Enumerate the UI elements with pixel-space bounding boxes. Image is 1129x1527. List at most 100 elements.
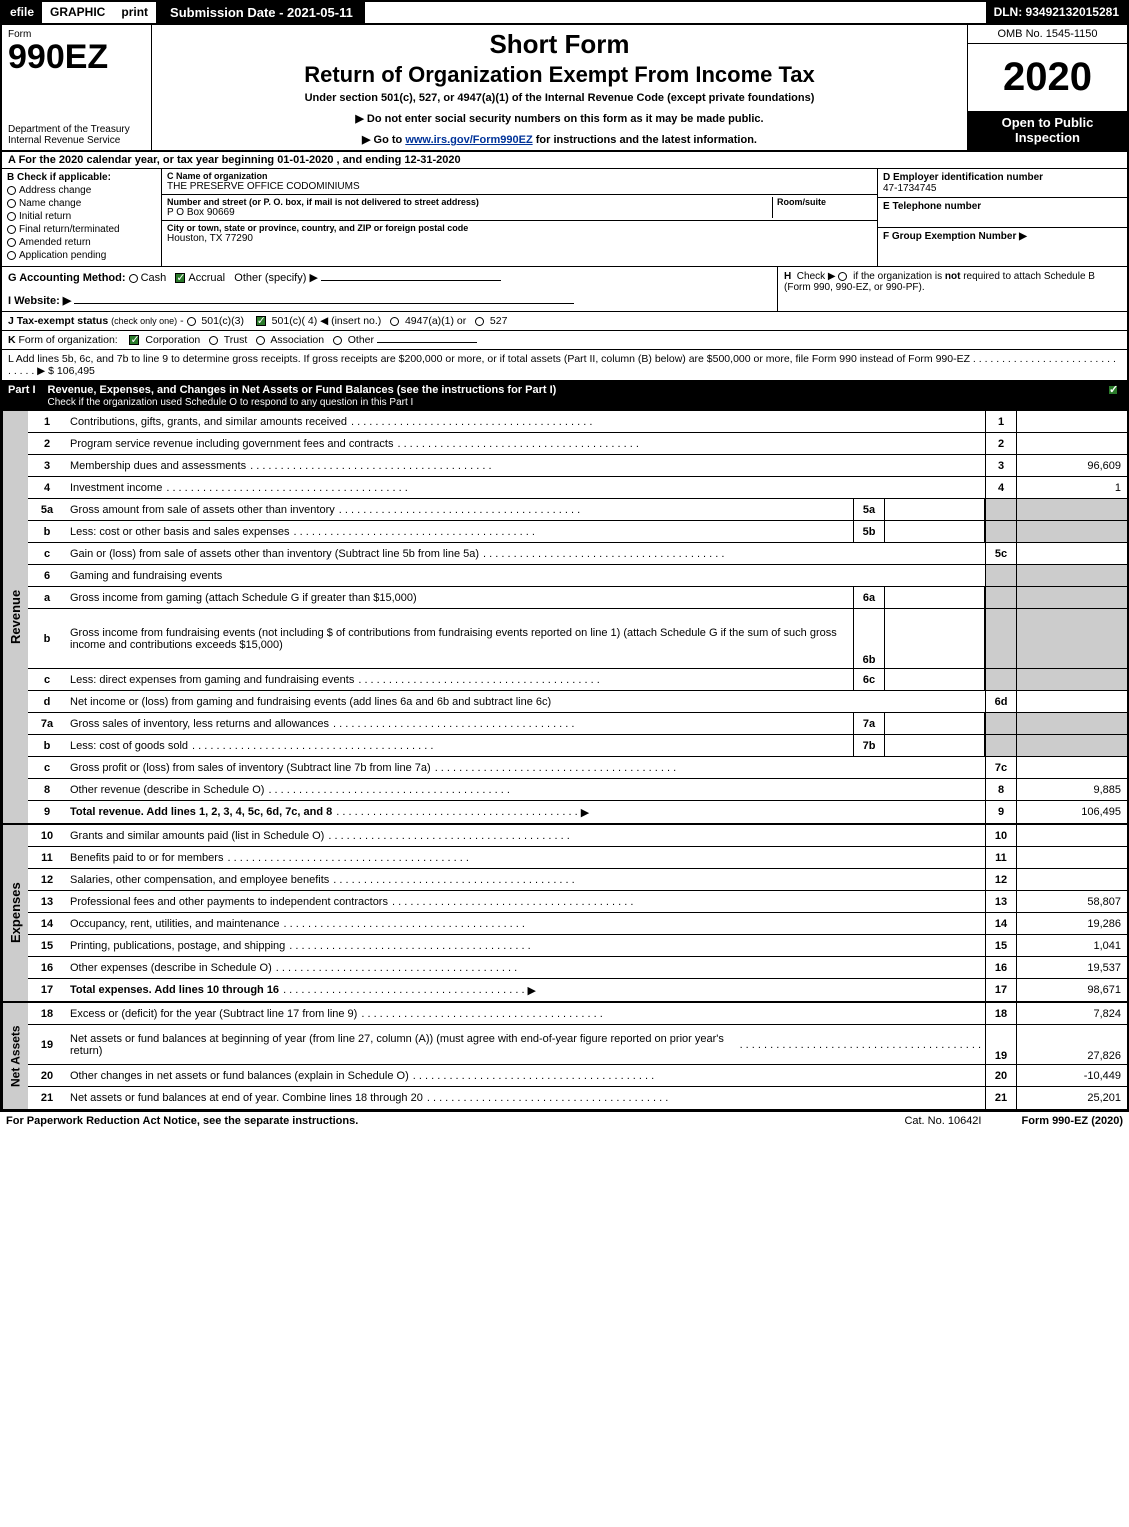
line-6: 6 Gaming and fundraising events <box>28 565 1127 587</box>
line-6a: a Gross income from gaming (attach Sched… <box>28 587 1127 609</box>
chk-initial-return[interactable]: Initial return <box>7 211 156 222</box>
return-title: Return of Organization Exempt From Incom… <box>162 62 957 88</box>
row-gh: G Accounting Method: Cash Accrual Other … <box>0 267 1129 312</box>
g-other: Other (specify) ▶ <box>234 272 318 284</box>
f-group-row: F Group Exemption Number ▶ <box>878 228 1127 245</box>
line-11: 11 Benefits paid to or for members 11 <box>28 847 1127 869</box>
line-4: 4 Investment income 4 1 <box>28 477 1127 499</box>
info-grid: B Check if applicable: Address change Na… <box>0 169 1129 267</box>
line-6c: c Less: direct expenses from gaming and … <box>28 669 1127 691</box>
chk-address-change[interactable]: Address change <box>7 185 156 196</box>
line-10: 10 Grants and similar amounts paid (list… <box>28 825 1127 847</box>
circle-icon[interactable] <box>475 317 484 326</box>
circle-icon[interactable] <box>333 336 342 345</box>
dept-line1: Department of the Treasury <box>8 124 145 135</box>
row-j: J Tax-exempt status (check only one) - 5… <box>0 312 1129 331</box>
line-3: 3 Membership dues and assessments 3 96,6… <box>28 455 1127 477</box>
chk-amended-return[interactable]: Amended return <box>7 237 156 248</box>
org-name-row: C Name of organization THE PRESERVE OFFI… <box>162 169 877 195</box>
checkbox-501c4[interactable] <box>256 316 266 326</box>
line-12: 12 Salaries, other compensation, and emp… <box>28 869 1127 891</box>
g-cash: Cash <box>141 272 167 284</box>
part-title: Revenue, Expenses, and Changes in Net As… <box>48 384 1093 408</box>
e-label: E Telephone number <box>883 201 1122 212</box>
netassets-lines: 18 Excess or (deficit) for the year (Sub… <box>28 1003 1127 1109</box>
line-8: 8 Other revenue (describe in Schedule O)… <box>28 779 1127 801</box>
line-6d: d Net income or (loss) from gaming and f… <box>28 691 1127 713</box>
graphic-label: GRAPHIC <box>42 2 113 23</box>
circle-icon[interactable] <box>129 274 138 283</box>
part-label: Part I <box>8 384 36 408</box>
c-name-label: C Name of organization <box>167 171 872 181</box>
b-title: B Check if applicable: <box>7 172 156 183</box>
short-form-title: Short Form <box>162 29 957 60</box>
d-ein-row: D Employer identification number 47-1734… <box>878 169 1127 198</box>
circle-icon[interactable] <box>390 317 399 326</box>
form-header: Form 990EZ Department of the Treasury In… <box>0 25 1129 152</box>
chk-final-return[interactable]: Final return/terminated <box>7 224 156 235</box>
circle-icon[interactable] <box>838 272 847 281</box>
org-city-row: City or town, state or province, country… <box>162 221 877 246</box>
cat-number: Cat. No. 10642I <box>904 1115 981 1127</box>
header-right: OMB No. 1545-1150 2020 Open to Public In… <box>967 25 1127 150</box>
row-k: K Form of organization: Corporation Trus… <box>0 331 1129 350</box>
line-14: 14 Occupancy, rent, utilities, and maint… <box>28 913 1127 935</box>
line-5a: 5a Gross amount from sale of assets othe… <box>28 499 1127 521</box>
note-link: ▶ Go to www.irs.gov/Form990EZ for instru… <box>162 133 957 146</box>
chk-name-change[interactable]: Name change <box>7 198 156 209</box>
omb-number: OMB No. 1545-1150 <box>968 25 1127 44</box>
circle-icon <box>7 251 16 260</box>
irs-link[interactable]: www.irs.gov/Form990EZ <box>405 134 532 146</box>
checkbox-schedule-o[interactable] <box>1108 385 1118 395</box>
paperwork-notice: For Paperwork Reduction Act Notice, see … <box>6 1115 358 1127</box>
circle-icon[interactable] <box>187 317 196 326</box>
circle-icon[interactable] <box>256 336 265 345</box>
f-label: F Group Exemption Number ▶ <box>883 231 1122 242</box>
page-footer: For Paperwork Reduction Act Notice, see … <box>0 1111 1129 1130</box>
revenue-lines: 1 Contributions, gifts, grants, and simi… <box>28 411 1127 823</box>
checkbox-corporation[interactable] <box>129 335 139 345</box>
line-18: 18 Excess or (deficit) for the year (Sub… <box>28 1003 1127 1025</box>
row-l: L Add lines 5b, 6c, and 7b to line 9 to … <box>0 350 1129 381</box>
open-to-public: Open to Public Inspection <box>968 111 1127 150</box>
circle-icon <box>7 225 16 234</box>
tax-year: 2020 <box>968 44 1127 111</box>
checkbox-accrual[interactable] <box>175 273 185 283</box>
part-i-header: Part I Revenue, Expenses, and Changes in… <box>0 381 1129 411</box>
line-15: 15 Printing, publications, postage, and … <box>28 935 1127 957</box>
header-left: Form 990EZ Department of the Treasury In… <box>2 25 152 150</box>
under-section: Under section 501(c), 527, or 4947(a)(1)… <box>162 92 957 104</box>
side-expenses: Expenses <box>2 825 28 1001</box>
org-addr-row: Number and street (or P. O. box, if mail… <box>162 195 877 221</box>
circle-icon <box>7 199 16 208</box>
row-a-tax-year: A For the 2020 calendar year, or tax yea… <box>0 152 1129 169</box>
city-label: City or town, state or province, country… <box>167 223 872 233</box>
circle-icon <box>7 186 16 195</box>
print-button[interactable]: print <box>113 2 158 23</box>
room-label: Room/suite <box>777 197 872 207</box>
section-def: D Employer identification number 47-1734… <box>877 169 1127 266</box>
circle-icon[interactable] <box>209 336 218 345</box>
expense-lines: 10 Grants and similar amounts paid (list… <box>28 825 1127 1001</box>
side-revenue: Revenue <box>2 411 28 823</box>
g-accrual: Accrual <box>188 272 225 284</box>
line-21: 21 Net assets or fund balances at end of… <box>28 1087 1127 1109</box>
line-17: 17 Total expenses. Add lines 10 through … <box>28 979 1127 1001</box>
line-20: 20 Other changes in net assets or fund b… <box>28 1065 1127 1087</box>
ein-value: 47-1734745 <box>883 183 1122 194</box>
section-b: B Check if applicable: Address change Na… <box>2 169 162 266</box>
line-6b: b Gross income from fundraising events (… <box>28 609 1127 669</box>
header-center: Short Form Return of Organization Exempt… <box>152 25 967 150</box>
org-address: P O Box 90669 <box>167 207 772 218</box>
line-19: 19 Net assets or fund balances at beginn… <box>28 1025 1127 1065</box>
circle-icon <box>7 238 16 247</box>
circle-icon <box>7 212 16 221</box>
dept-treasury: Department of the Treasury Internal Reve… <box>8 124 145 146</box>
e-phone-row: E Telephone number <box>878 198 1127 228</box>
chk-application-pending[interactable]: Application pending <box>7 250 156 261</box>
line-5c: c Gain or (loss) from sale of assets oth… <box>28 543 1127 565</box>
note-ssn: ▶ Do not enter social security numbers o… <box>162 112 957 125</box>
row-g: G Accounting Method: Cash Accrual Other … <box>2 267 777 311</box>
line-7a: 7a Gross sales of inventory, less return… <box>28 713 1127 735</box>
line-1: 1 Contributions, gifts, grants, and simi… <box>28 411 1127 433</box>
